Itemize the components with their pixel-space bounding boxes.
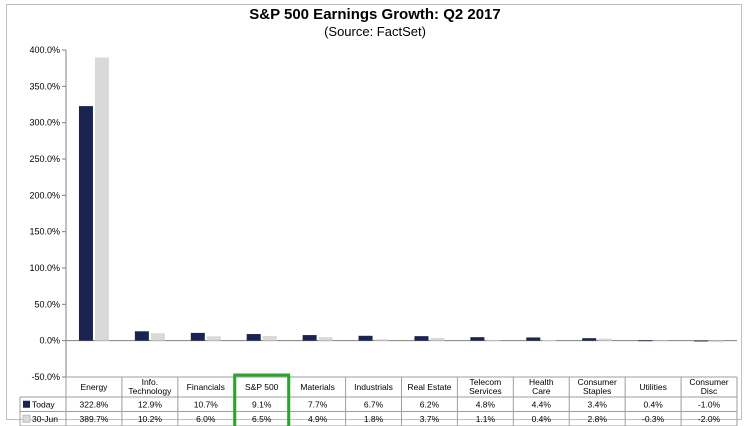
bars [78,57,725,343]
y-tick-label: 150.0% [29,227,60,237]
data-label: 0.4% [532,414,552,424]
bar-30-jun [206,336,221,341]
data-label: 2.8% [588,414,608,424]
data-label: 4.9% [308,414,328,424]
category-label: Info. [142,377,159,387]
category-label: Industrials [354,382,393,392]
y-tick-label: 50.0% [34,299,60,309]
bar-30-jun [542,340,557,342]
y-tick-label: 100.0% [29,263,60,273]
data-label: 6.2% [420,399,440,409]
bar-today [302,335,317,341]
bar-today [190,332,205,341]
bar-today [582,338,597,341]
bar-30-jun [430,337,445,341]
data-label: 6.7% [364,399,384,409]
data-label: 12.9% [138,399,163,409]
chart-frame [6,4,742,420]
highlight-box [233,373,291,426]
legend-label: 30-Jun [32,414,58,424]
legend-label: Today [32,399,55,409]
data-label: 4.4% [532,399,552,409]
bar-today [246,334,261,341]
category-label: Staples [583,386,611,396]
category-label: Technology [128,386,172,396]
data-label: 1.8% [364,414,384,424]
data-label: 6.0% [196,414,216,424]
bar-30-jun [710,340,725,343]
bar-30-jun [318,337,333,341]
category-label: Consumer [689,377,728,387]
data-label: 1.1% [476,414,496,424]
bar-today [526,337,541,341]
chart-subtitle: (Source: FactSet) [324,24,426,39]
category-label: Utilities [639,382,666,392]
y-tick-label: 200.0% [29,190,60,200]
bar-30-jun [94,57,109,341]
data-label: 9.1% [252,399,272,409]
bar-today [694,340,709,342]
y-tick-label: -50.0% [31,372,60,382]
data-label: 389.7% [80,414,109,424]
bar-30-jun [486,339,501,341]
data-table: Today 30-Jun Energy 322.8% 389.7% Info.Techno… [19,373,738,426]
category-label: Financials [187,382,225,392]
legend-swatch [23,400,30,408]
bar-30-jun [262,335,277,341]
data-label: 7.7% [308,399,328,409]
data-label: 10.7% [194,399,219,409]
category-label: Materials [300,382,334,392]
bar-30-jun [374,339,389,341]
data-label: 322.8% [80,399,109,409]
category-label: Energy [80,382,108,392]
category-label: Care [532,386,551,396]
data-label: 3.4% [588,399,608,409]
bar-today [470,337,485,341]
category-label: Telecom [470,377,502,387]
y-tick-label: 0.0% [39,336,60,346]
category-label: Health [529,377,554,387]
y-tick-label: 250.0% [29,154,60,164]
data-label: 3.7% [420,414,440,424]
bar-today [358,335,373,341]
y-tick-label: 300.0% [29,118,60,128]
chart-title: S&P 500 Earnings Growth: Q2 2017 [249,6,501,23]
data-label: -0.3% [642,414,665,424]
y-tick-label: 350.0% [29,81,60,91]
bar-30-jun [150,333,165,341]
bar-today [638,340,653,342]
y-axis: 400.0% 350.0% 300.0% 250.0% 200.0% 150.0% 100.… [29,45,737,382]
bar-today [414,336,429,341]
category-label: S&P 500 [245,382,279,392]
category-label: Disc [701,386,718,396]
category-label: Services [469,386,502,396]
data-label: 4.8% [476,399,496,409]
bar-today [78,106,93,341]
data-label: 6.5% [252,414,272,424]
y-tick-label: 400.0% [29,45,60,55]
bar-30-jun [598,338,613,341]
data-label: -1.0% [698,399,721,409]
legend-swatch [22,414,31,423]
category-label: Consumer [578,377,617,387]
data-label: 0.4% [643,399,663,409]
bar-30-jun [654,340,669,342]
data-label: -2.0% [698,414,721,424]
category-label: Real Estate [407,382,451,392]
bar-today [134,331,149,341]
data-label: 10.2% [138,414,163,424]
